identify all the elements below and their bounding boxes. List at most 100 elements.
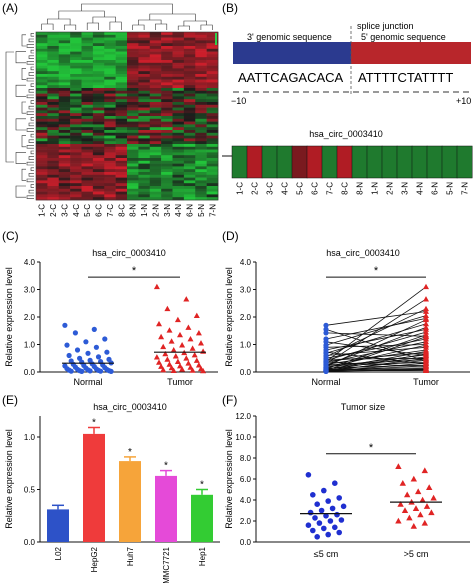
- heatmap-cell: [206, 186, 219, 190]
- pair-line: [325, 311, 427, 326]
- pair-line: [325, 319, 427, 367]
- data-point-triangle: [423, 312, 429, 319]
- heatmap-cell: [172, 160, 185, 164]
- heatmap-cell: [104, 113, 116, 117]
- chart-title: hsa_circ_0003410: [92, 248, 166, 258]
- heatmap-cell: [58, 90, 71, 94]
- heatmap-cell: [127, 116, 139, 120]
- heatmap-cell: [36, 54, 48, 58]
- heatmap-cell: [161, 74, 173, 78]
- data-point-triangle: [189, 345, 196, 351]
- y-tick-label: 6.0: [240, 475, 252, 484]
- data-point-triangle: [170, 367, 177, 374]
- heatmap-cell: [115, 191, 128, 195]
- heatmap-cell: [161, 51, 173, 55]
- heatmap-scale-mark: [215, 33, 217, 45]
- heatmap-cell: [70, 146, 82, 150]
- heatmap-cell: [149, 180, 162, 184]
- heatmap-cell: [92, 60, 105, 64]
- heatmap-cell: [195, 82, 207, 86]
- data-point-triangle: [156, 320, 162, 327]
- sequence-left: AATTCAGACACA: [238, 70, 344, 85]
- heatmap-cell: [149, 158, 162, 162]
- circ-strip-cell: [261, 145, 278, 179]
- heatmap-cell: [183, 197, 196, 201]
- heatmap-cell: [70, 172, 82, 176]
- y-tick-label: 1.0: [24, 341, 36, 350]
- heatmap-column-label: 5-N: [197, 204, 206, 217]
- pair-line: [325, 315, 427, 346]
- heatmap-cell: [183, 186, 196, 190]
- heatmap-cell: [58, 40, 71, 44]
- heatmap-cell: [206, 65, 219, 69]
- heatmap-cell: [172, 90, 185, 94]
- heatmap-cell: [161, 46, 173, 50]
- heatmap-panel: 1-C 2-C 3-C 4-C 5-C 6-C 7-C 8-C 8-N 1-N 2-N 3-N 4-N 6…: [5, 3, 248, 217]
- heatmap-cell: [138, 172, 151, 176]
- circ-strip-cell: [366, 145, 383, 179]
- heatmap-cell: [70, 54, 82, 58]
- y-tick-label: 12.0: [235, 412, 251, 421]
- heatmap-cell: [58, 71, 71, 75]
- data-point-circle: [312, 515, 318, 521]
- heatmap-cell: [47, 172, 60, 176]
- data-point-triangle: [423, 342, 429, 348]
- heatmap-cell: [206, 40, 219, 44]
- data-point-triangle: [423, 362, 429, 369]
- heatmap-cell: [70, 149, 82, 153]
- data-point-triangle: [410, 523, 417, 529]
- x-tick-label: Normal: [73, 377, 102, 387]
- heatmap-cell: [36, 113, 48, 117]
- heatmap-cell: [172, 57, 185, 61]
- heatmap-cell: [183, 155, 196, 159]
- data-point-triangle: [423, 350, 429, 357]
- heatmap-cell: [47, 107, 60, 111]
- circ-strip-label: 6-C: [311, 182, 320, 195]
- heatmap-cell: [127, 54, 139, 58]
- heatmap-cell: [92, 104, 105, 108]
- heatmap-cell: [115, 57, 128, 61]
- heatmap-cell: [104, 79, 116, 83]
- data-point-triangle: [423, 365, 429, 372]
- heatmap-cell: [172, 135, 185, 139]
- data-point-circle: [108, 368, 114, 374]
- row-dendrogram: [26, 195, 34, 199]
- heatmap-cell: [195, 34, 207, 38]
- heatmap-cell: [127, 132, 139, 136]
- heatmap-cell: [58, 76, 71, 80]
- heatmap-column-label: 2-N: [151, 204, 160, 217]
- heatmap-cell: [36, 68, 48, 72]
- heatmap-cell: [47, 46, 60, 50]
- data-point-circle: [307, 509, 314, 516]
- pair-line: [325, 332, 427, 337]
- heatmap-cell: [195, 146, 207, 150]
- data-point-triangle: [174, 358, 181, 364]
- heatmap-cell: [70, 180, 82, 184]
- heatmap-cell: [195, 135, 207, 139]
- row-dendrogram: [30, 100, 34, 104]
- column-dendrogram: [58, 10, 105, 19]
- heatmap-cell: [195, 96, 207, 100]
- heatmap-cell: [115, 34, 128, 38]
- heatmap-cell: [115, 102, 128, 106]
- x-tick-label: >5 cm: [404, 549, 429, 559]
- heatmap-cell: [138, 62, 151, 66]
- heatmap-cell: [149, 163, 162, 167]
- heatmap-cell: [183, 152, 196, 156]
- chart-title: hsa_circ_0003410: [326, 248, 400, 258]
- heatmap-cell: [161, 102, 173, 106]
- heatmap-cell: [195, 43, 207, 47]
- heatmap-cell: [195, 37, 207, 41]
- heatmap-cell: [183, 113, 196, 117]
- heatmap-cell: [58, 155, 71, 159]
- heatmap-cell: [58, 85, 71, 89]
- heatmap-cell: [92, 180, 105, 184]
- data-point-circle: [318, 507, 325, 514]
- heatmap-cell: [92, 163, 105, 167]
- data-point-triangle: [423, 316, 429, 323]
- heatmap-cell: [183, 144, 196, 148]
- heatmap-cell: [115, 197, 128, 201]
- heatmap-cell: [195, 79, 207, 83]
- heatmap-cell: [149, 138, 162, 142]
- heatmap-cell: [115, 146, 128, 150]
